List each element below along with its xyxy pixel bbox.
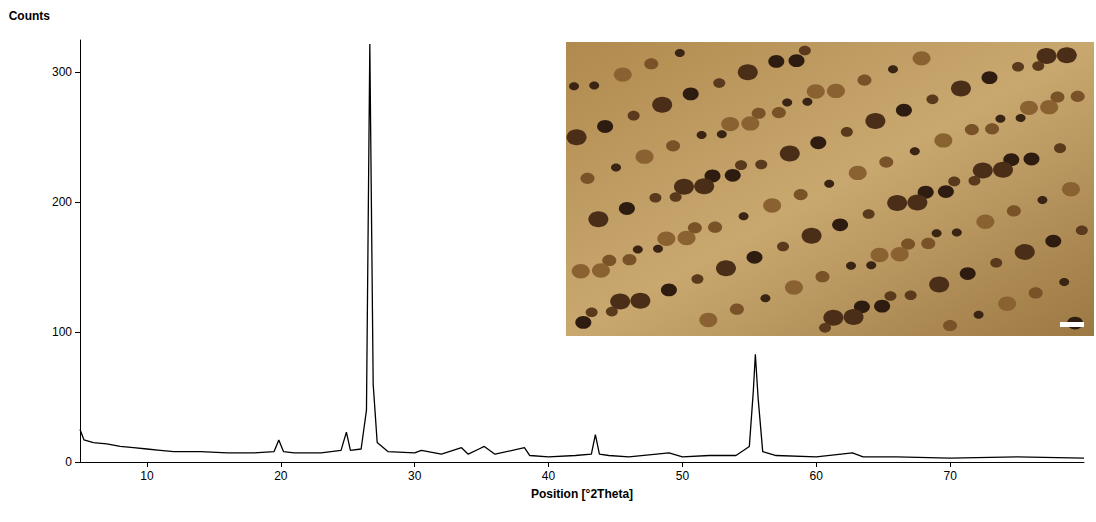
svg-text:200: 200: [52, 195, 72, 209]
svg-text:70: 70: [943, 469, 957, 483]
svg-text:20: 20: [274, 469, 288, 483]
svg-text:60: 60: [810, 469, 824, 483]
svg-text:100: 100: [52, 325, 72, 339]
svg-text:Counts: Counts: [9, 9, 51, 23]
svg-text:40: 40: [542, 469, 556, 483]
svg-text:0: 0: [65, 455, 72, 469]
svg-text:10: 10: [140, 469, 154, 483]
svg-text:30: 30: [408, 469, 422, 483]
svg-text:50: 50: [676, 469, 690, 483]
svg-text:Position [°2Theta]: Position [°2Theta]: [531, 487, 633, 501]
svg-text:300: 300: [52, 65, 72, 79]
